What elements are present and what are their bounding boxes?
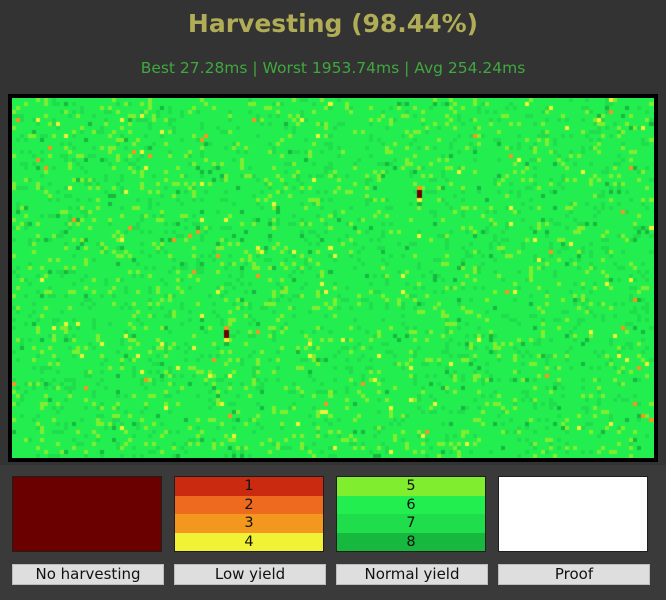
harvest-heatmap bbox=[12, 98, 654, 458]
timing-stats: Best 27.28ms | Worst 1953.74ms | Avg 254… bbox=[140, 59, 526, 77]
low-yield-scale: 1 2 3 4 bbox=[174, 476, 324, 552]
no-harvesting-swatch bbox=[12, 476, 162, 552]
normal-yield-button[interactable]: Normal yield bbox=[336, 564, 488, 585]
proof-button[interactable]: Proof bbox=[498, 564, 650, 585]
yield-level-3: 3 bbox=[175, 514, 323, 533]
yield-level-1: 1 bbox=[175, 477, 323, 496]
yield-level-4: 4 bbox=[175, 532, 323, 551]
normal-yield-scale: 5 6 7 8 bbox=[336, 476, 486, 552]
yield-level-7: 7 bbox=[337, 514, 485, 533]
page-title: Harvesting (98.44%) bbox=[187, 9, 479, 38]
yield-level-6: 6 bbox=[337, 495, 485, 514]
harvest-field bbox=[8, 94, 658, 462]
yield-level-8: 8 bbox=[337, 532, 485, 551]
yield-level-2: 2 bbox=[175, 495, 323, 514]
no-harvesting-button[interactable]: No harvesting bbox=[12, 564, 164, 585]
yield-level-5: 5 bbox=[337, 477, 485, 496]
proof-swatch bbox=[498, 476, 648, 552]
low-yield-button[interactable]: Low yield bbox=[174, 564, 326, 585]
